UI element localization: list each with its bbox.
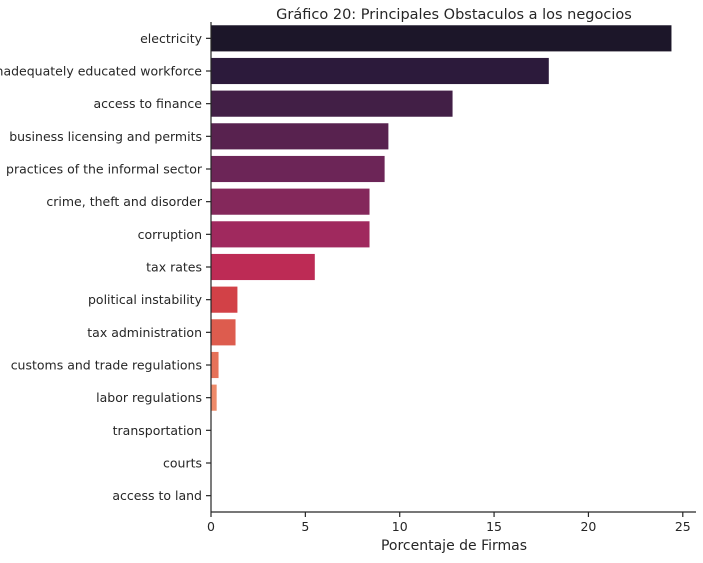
y-tick-label: practices of the informal sector (6, 162, 203, 177)
bars-group (211, 25, 672, 411)
y-tick-label: inadequately educated workforce (0, 64, 202, 79)
x-tick-label: 10 (392, 519, 408, 534)
bar-electricity (211, 25, 672, 52)
bar-political-instability (211, 286, 238, 313)
bar-access-to-finance (211, 90, 453, 117)
x-tick-label: 5 (301, 519, 309, 534)
bar-practices-of-the-informal-sector (211, 155, 385, 183)
x-tick-label: 15 (486, 519, 502, 534)
y-tick-label: tax rates (146, 260, 202, 275)
x-tick-label: 20 (580, 519, 596, 534)
bar-inadequately-educated-workforce (211, 57, 549, 85)
y-tick-label: tax administration (87, 325, 202, 340)
y-tick-label: business licensing and permits (9, 129, 202, 144)
y-tick-label: corruption (138, 227, 202, 242)
bar-labor-regulations (211, 384, 217, 411)
x-axis-label: Porcentaje de Firmas (381, 538, 527, 554)
x-ticks: 0 5 10 15 20 25 (207, 512, 691, 534)
bar-customs-and-trade-regulations (211, 351, 219, 379)
bar-business-licensing-and-permits (211, 123, 389, 150)
bar-tax-rates (211, 253, 315, 281)
y-tick-label: access to land (112, 488, 202, 503)
x-tick-label: 0 (207, 519, 215, 534)
bar-tax-administration (211, 319, 236, 346)
y-tick-label: crime, theft and disorder (46, 194, 202, 209)
y-tick-label: labor regulations (96, 390, 202, 405)
y-tick-label: access to finance (93, 96, 202, 111)
y-tick-label: electricity (140, 31, 202, 46)
bar-corruption (211, 221, 370, 248)
y-tick-labels: electricity inadequately educated workfor… (0, 31, 211, 503)
chart-title: Gráfico 20: Principales Obstaculos a los… (276, 7, 632, 23)
y-tick-label: transportation (113, 423, 202, 438)
y-tick-label: political instability (88, 292, 203, 307)
y-tick-label: customs and trade regulations (11, 358, 202, 373)
y-tick-label: courts (163, 456, 202, 471)
bar-crime-theft-and-disorder (211, 188, 370, 215)
x-tick-label: 25 (675, 519, 691, 534)
